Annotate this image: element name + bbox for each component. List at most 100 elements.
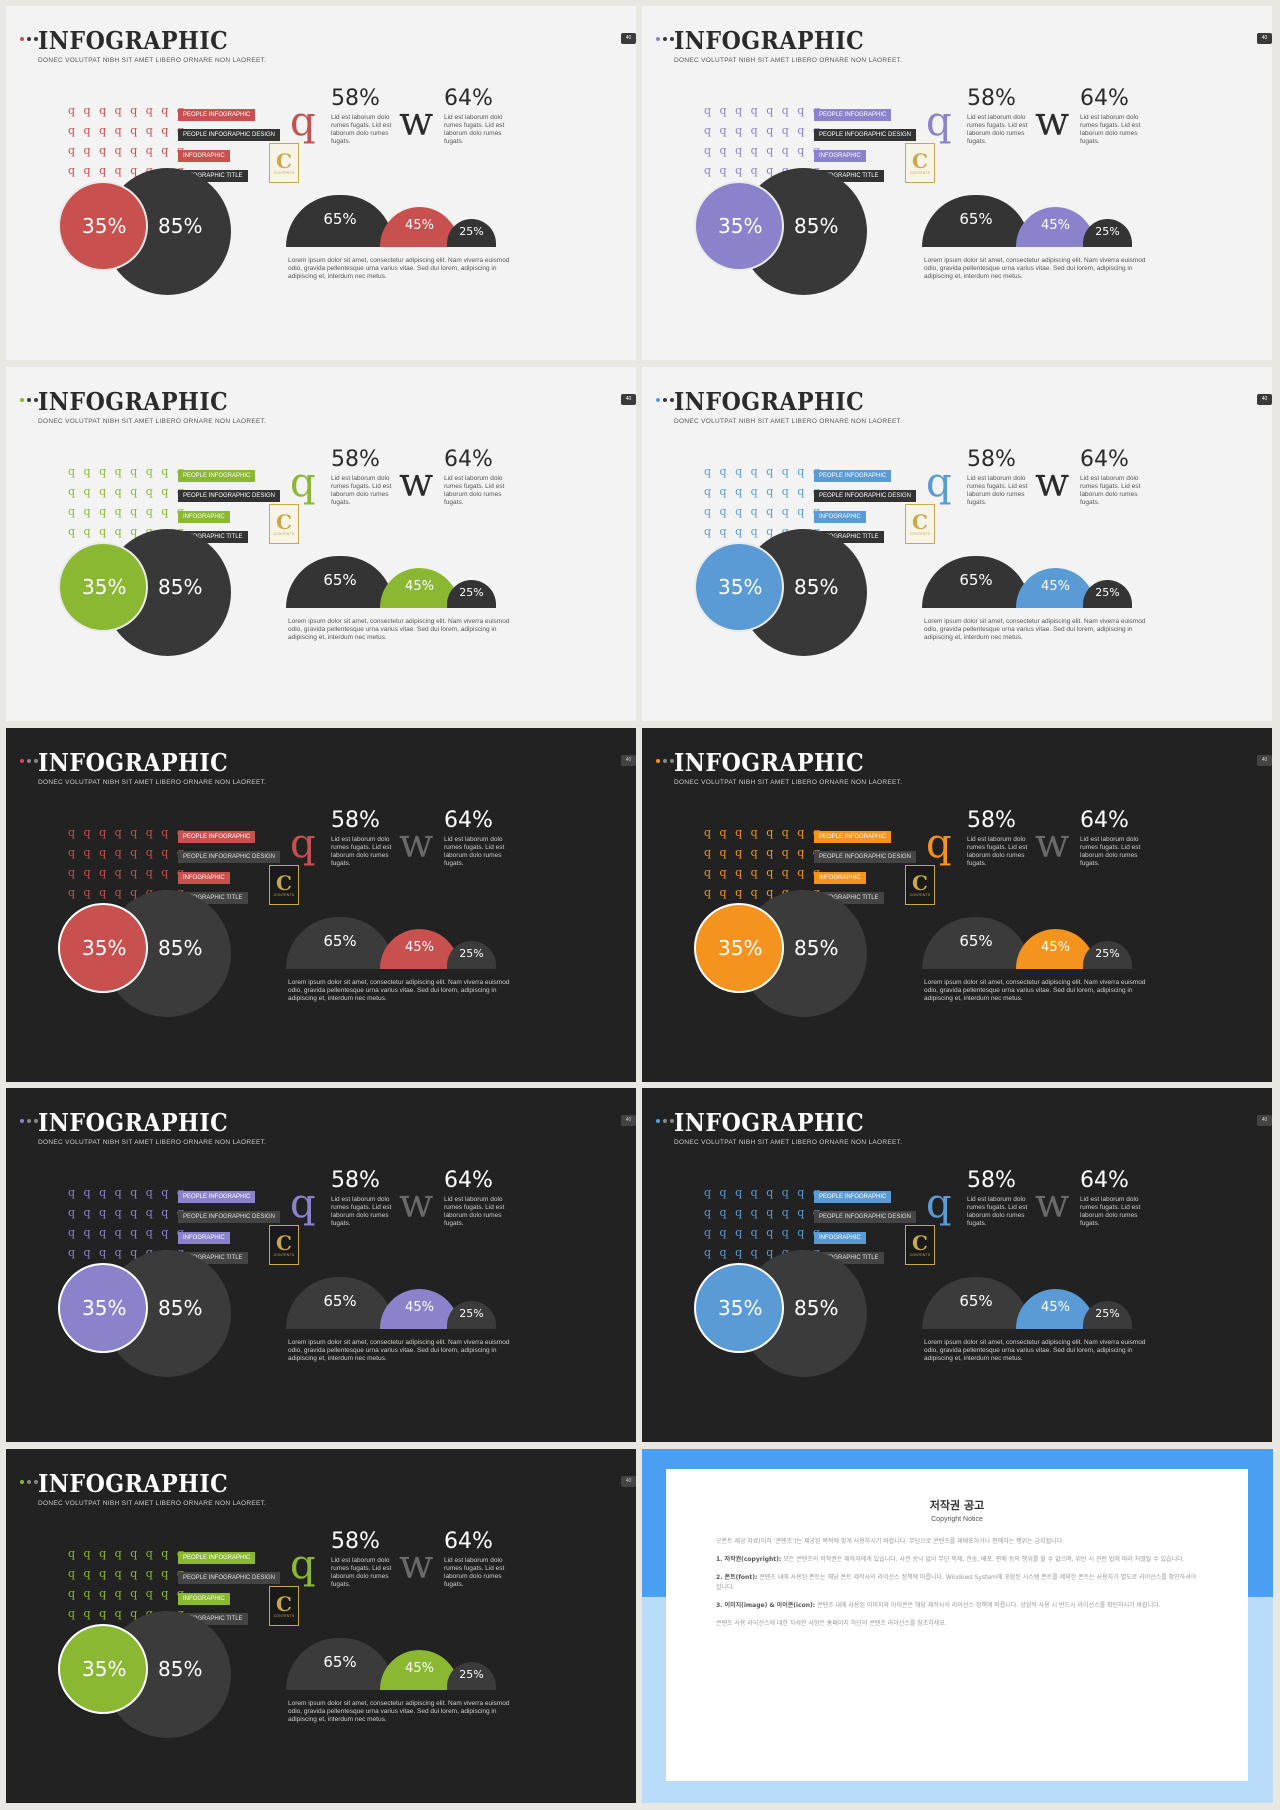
person-glyph-icon: q: [114, 1186, 122, 1199]
infographic-slide: INFOGRAPHIC DONEC VOLUTPAT NIBH SIT AMET …: [6, 728, 636, 1082]
person-glyph-icon: q: [83, 1607, 91, 1620]
person-glyph-icon: q: [145, 104, 153, 117]
slide-title: INFOGRAPHIC: [38, 26, 229, 55]
person-glyph-icon: q: [99, 1607, 107, 1620]
title-dots: [20, 37, 38, 41]
person-glyph-icon: q: [99, 164, 107, 177]
stat-58: 58% Lid est laborum dolo rumes fugats. Li…: [967, 808, 1042, 868]
tag-row: PEOPLE INFOGRAPHIC: [178, 1546, 280, 1566]
person-glyph-icon: q: [130, 886, 138, 899]
person-glyph-icon: q: [750, 505, 758, 518]
tag-row: PEOPLE INFOGRAPHIC: [178, 103, 280, 123]
title-dots: [20, 398, 38, 402]
dome-chart: 65% 45% 25%: [286, 1449, 506, 1803]
person-glyph-icon: q: [719, 1246, 727, 1259]
person-glyph-icon: q: [145, 1186, 153, 1199]
big-letter-w: w: [1035, 1181, 1070, 1227]
person-glyph-icon: q: [114, 1567, 122, 1580]
venn-large-value: 85%: [794, 214, 839, 238]
person-glyph-icon: q: [719, 104, 727, 117]
notice-outro: 콘텐츠 사용 라이선스에 대한 자세한 사항은 홈페이지 하단의 콘텐츠 라이선…: [716, 1620, 947, 1627]
person-glyph-icon: q: [766, 485, 774, 498]
person-glyph-icon: q: [114, 826, 122, 839]
person-glyph-icon: q: [161, 1206, 169, 1219]
tag-row: PEOPLE INFOGRAPHIC: [814, 464, 916, 484]
body-paragraph: Lorem ipsum dolor sit amet, consectetur …: [924, 979, 1146, 1002]
stat-percent: 58%: [331, 447, 380, 472]
stat-description: Lid est laborum dolo rumes fugats. Lid e…: [967, 114, 1028, 145]
person-glyph-icon: q: [114, 485, 122, 498]
person-glyph-icon: q: [99, 846, 107, 859]
tag-row: INFOGRAPHIC: [814, 1226, 916, 1246]
page-number-badge: 40: [1257, 33, 1272, 44]
logo-letter: C: [912, 510, 928, 534]
tag-label: INFOGRAPHIC: [178, 871, 230, 884]
tag-label: PEOPLE INFOGRAPHIC: [178, 831, 256, 843]
tag-list: PEOPLE INFOGRAPHIC PEOPLE INFOGRAPHIC DES…: [178, 825, 281, 906]
title-dot: [34, 1119, 38, 1123]
person-glyph-icon: q: [797, 846, 805, 859]
title-dot: [20, 759, 24, 763]
person-glyph-icon: q: [68, 1186, 76, 1199]
tag-row: INFOGRAPHIC: [178, 1226, 280, 1246]
tag-row: PEOPLE INFOGRAPHIC DESIGN: [814, 484, 917, 504]
tag-label: INFOGRAPHIC: [814, 149, 866, 162]
person-glyph-icon: q: [68, 144, 76, 157]
stat-percent: 58%: [331, 1168, 380, 1193]
person-glyph-icon: q: [68, 1547, 76, 1560]
person-glyph-icon: q: [704, 465, 712, 478]
person-glyph-icon: q: [704, 1206, 712, 1219]
tag-label: INFOGRAPHIC: [178, 149, 230, 162]
person-glyph-icon: q: [161, 1587, 169, 1600]
venn-circle-small: [694, 181, 784, 271]
slide-title: INFOGRAPHIC: [38, 387, 229, 416]
tag-row: PEOPLE INFOGRAPHIC: [178, 825, 280, 845]
notice-subtitle: Copyright Notice: [931, 1516, 983, 1523]
title-dot: [27, 759, 31, 763]
tag-list: PEOPLE INFOGRAPHIC PEOPLE INFOGRAPHIC DES…: [814, 825, 917, 906]
stat-58: 58% Lid est laborum dolo rumes fugats. Li…: [331, 86, 406, 146]
person-glyph-icon: q: [99, 1246, 107, 1259]
tag-label: PEOPLE INFOGRAPHIC DESIGN: [814, 851, 917, 864]
tag-label: PEOPLE INFOGRAPHIC: [814, 470, 892, 482]
body-paragraph: Lorem ipsum dolor sit amet, consectetur …: [924, 257, 1146, 280]
logo-letter: C: [912, 149, 928, 173]
person-glyph-icon: q: [750, 1226, 758, 1239]
person-glyph-icon: q: [145, 1567, 153, 1580]
infographic-slide: INFOGRAPHIC DONEC VOLUTPAT NIBH SIT AMET …: [642, 1088, 1272, 1442]
page-number-badge: 40: [1257, 755, 1272, 766]
copyright-notice-slide: 저작권 공고 Copyright Notice 굿폰트 제공 자료(이하 ‘콘텐…: [642, 1449, 1273, 1803]
person-glyph-icon: q: [114, 104, 122, 117]
person-glyph-icon: q: [704, 826, 712, 839]
person-glyph-icon: q: [145, 826, 153, 839]
person-glyph-icon: q: [83, 846, 91, 859]
stat-58: 58% Lid est laborum dolo rumes fugats. Li…: [331, 1168, 406, 1228]
person-glyph-icon: q: [130, 1607, 138, 1620]
title-dots: [20, 1480, 38, 1484]
stat-description: Lid est laborum dolo rumes fugats. Lid e…: [1080, 114, 1141, 145]
slide-subtitle: DONEC VOLUTPAT NIBH SIT AMET LIBERO ORNA…: [674, 779, 903, 786]
title-dot: [670, 759, 674, 763]
title-dot: [34, 759, 38, 763]
stat-description: Lid est laborum dolo rumes fugats. Lid e…: [967, 1196, 1028, 1227]
person-glyph-icon: q: [781, 124, 789, 137]
person-glyph-icon: q: [735, 1206, 743, 1219]
person-glyph-icon: q: [766, 886, 774, 899]
person-glyph-icon: q: [83, 1226, 91, 1239]
tag-row: INFOGRAPHIC: [814, 144, 916, 164]
logo-text: CONTENTS: [273, 1253, 295, 1257]
person-glyph-icon: q: [130, 124, 138, 137]
logo-text: CONTENTS: [909, 532, 931, 536]
slide-title: INFOGRAPHIC: [38, 1469, 229, 1498]
person-glyph-icon: q: [83, 104, 91, 117]
person-glyph-icon: q: [704, 505, 712, 518]
stat-58: 58% Lid est laborum dolo rumes fugats. Li…: [331, 1529, 406, 1589]
person-glyph-icon: q: [68, 104, 76, 117]
